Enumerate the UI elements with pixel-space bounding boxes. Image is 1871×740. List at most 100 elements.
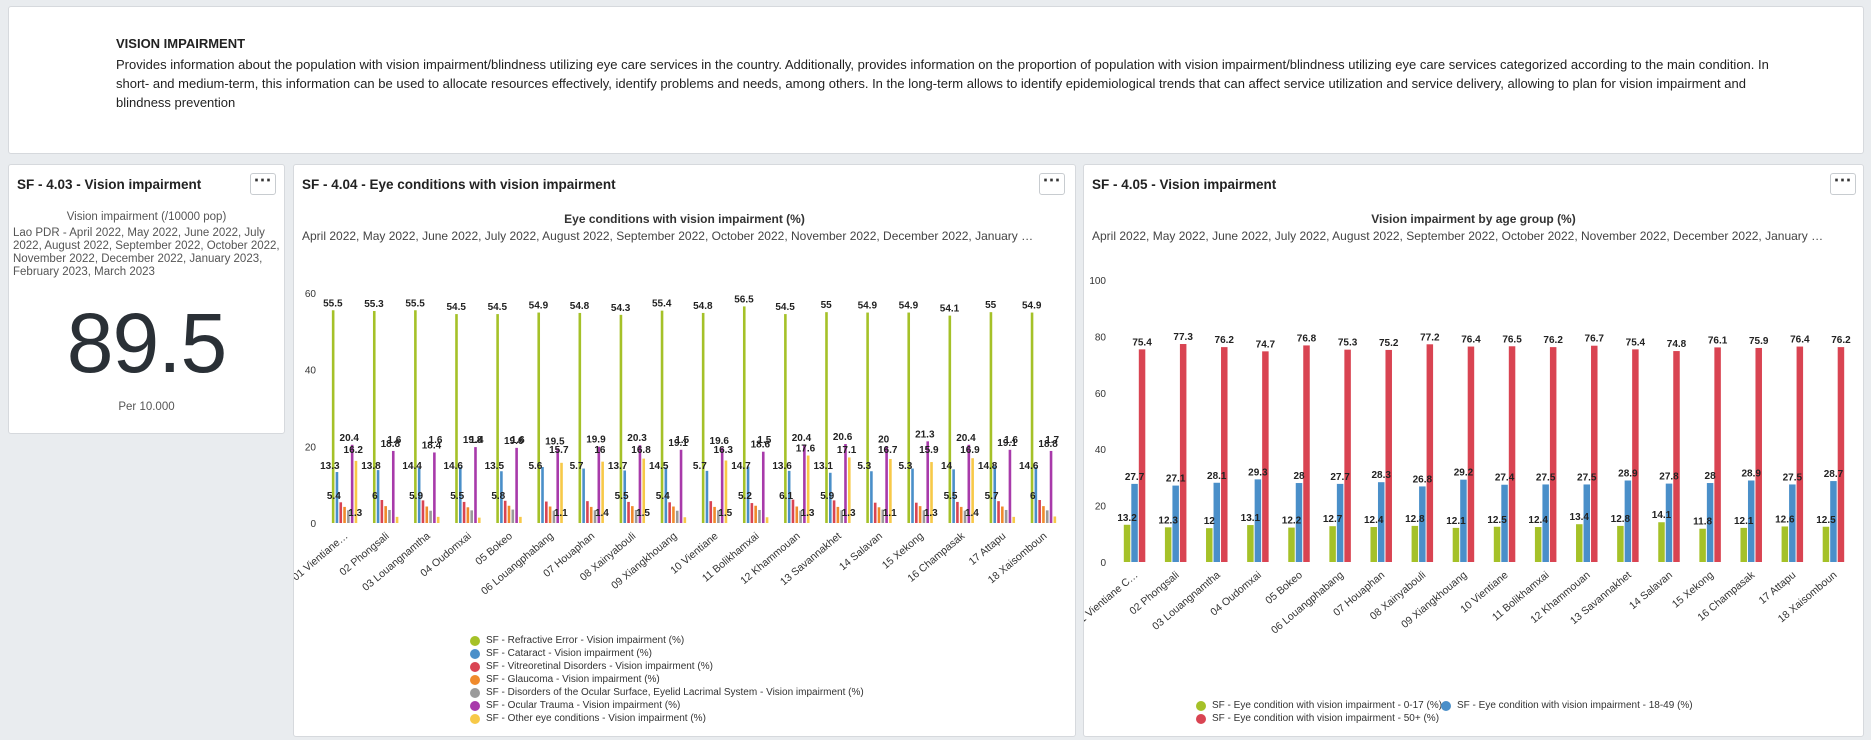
bar <box>971 458 974 523</box>
info-title: VISION IMPAIRMENT <box>116 36 246 51</box>
legend-item[interactable]: SF - Disorders of the Ocular Surface, Ey… <box>470 686 864 699</box>
data-label: 14.4 <box>402 461 422 472</box>
bar <box>866 312 869 523</box>
bar <box>701 312 705 523</box>
data-label: 28.3 <box>1371 470 1391 481</box>
data-label: 12.5 <box>1487 515 1507 526</box>
data-label: 27.5 <box>1536 472 1556 483</box>
data-label: 77.3 <box>1173 332 1193 343</box>
bar <box>1221 347 1228 562</box>
data-label: 55 <box>821 300 833 311</box>
data-label: 76.2 <box>1543 335 1563 346</box>
data-label: 1.5 <box>675 435 689 446</box>
bar <box>503 500 507 523</box>
chart-subtitle: April 2022, May 2022, June 2022, July 20… <box>302 229 1034 243</box>
bar <box>1467 346 1475 562</box>
bar <box>922 510 926 523</box>
data-label: 5.2 <box>738 491 752 502</box>
data-label: 6 <box>372 491 378 502</box>
bar <box>784 314 787 523</box>
panel-title: SF - 4.05 - Vision impairment <box>1092 177 1277 192</box>
data-label: 12.8 <box>1611 514 1631 525</box>
bar <box>1460 479 1467 562</box>
data-label: 27.7 <box>1330 472 1350 483</box>
legend-item[interactable]: SF - Vitreoretinal Disorders - Vision im… <box>470 660 864 673</box>
y-tick-label: 60 <box>1095 389 1107 400</box>
bar <box>989 312 993 523</box>
y-tick-label: 100 <box>1089 276 1106 287</box>
data-label: 18.4 <box>422 440 442 451</box>
data-label: 54.1 <box>940 304 960 315</box>
bar <box>589 506 593 523</box>
data-label: 76.7 <box>1585 334 1605 345</box>
x-tick-label: 03 Louangnamtha <box>360 530 433 594</box>
legend-swatch <box>470 661 480 672</box>
data-label: 1.4 <box>965 508 979 519</box>
data-label: 17.6 <box>796 444 816 455</box>
data-label: 1.6 <box>511 435 525 446</box>
data-label: 75.9 <box>1749 336 1769 347</box>
data-label: 76.4 <box>1790 335 1810 346</box>
legend-item[interactable]: SF - Refractive Error - Vision impairmen… <box>470 634 864 647</box>
data-label: 5.4 <box>656 491 670 502</box>
bar <box>1370 527 1377 562</box>
age-group-chart: 0 20 40 60 80 100 01 Vientiane C… 13.2 27.7 75.4 0… <box>1084 276 1851 636</box>
data-label: 28 <box>1705 471 1717 482</box>
bar <box>1254 479 1262 562</box>
bar <box>1038 500 1041 523</box>
legend-swatch <box>470 700 480 711</box>
bar <box>930 462 933 523</box>
more-options-button[interactable]: ⋯ <box>1039 171 1065 195</box>
bar <box>709 501 713 523</box>
more-options-button[interactable]: ⋯ <box>250 171 276 195</box>
bar <box>799 510 802 523</box>
bar <box>803 444 806 523</box>
data-label: 18.6 <box>751 440 771 451</box>
bar <box>619 314 623 523</box>
age-group-chart-card: SF - 4.05 - Vision impairment ⋯ Vision i… <box>1083 164 1864 737</box>
legend-label: SF - Eye condition with vision impairmen… <box>1212 713 1440 724</box>
bar <box>515 447 518 523</box>
bar <box>335 472 339 523</box>
legend-item[interactable]: SF - Cataract - Vision impairment (%) <box>470 647 864 660</box>
data-label: 16.2 <box>344 445 364 456</box>
bar <box>997 501 1000 523</box>
bar <box>496 314 499 523</box>
bar <box>1714 347 1721 562</box>
bar <box>1172 485 1179 562</box>
data-label: 12.6 <box>1775 514 1795 525</box>
y-tick-label: 60 <box>305 289 317 300</box>
legend-item[interactable]: SF - Eye condition with vision impairmen… <box>1196 712 1441 725</box>
data-label: 5.7 <box>985 491 999 502</box>
data-label: 19.1 <box>668 438 688 449</box>
data-label: 54.9 <box>529 301 549 312</box>
data-label: 28.9 <box>1618 469 1638 480</box>
data-label: 19.5 <box>545 436 565 447</box>
data-label: 27.7 <box>1125 472 1145 483</box>
bar <box>915 502 918 523</box>
legend-item[interactable]: SF - Eye condition with vision impairmen… <box>1196 699 1442 712</box>
kpi-unit: Per 10.000 <box>118 401 175 413</box>
bar <box>761 451 765 523</box>
x-tick-label: 06 Louangphabang <box>1269 569 1346 636</box>
legend-item[interactable]: SF - Other eye conditions - Vision impai… <box>470 712 864 725</box>
bar <box>844 444 847 523</box>
bar <box>1042 506 1045 523</box>
data-label: 16.7 <box>878 445 898 456</box>
bar <box>548 506 552 523</box>
legend-item[interactable]: SF - Eye condition with vision impairmen… <box>1441 699 1741 712</box>
data-label: 1.3 <box>842 508 856 519</box>
more-options-button[interactable]: ⋯ <box>1830 171 1856 195</box>
data-label: 12.2 <box>1282 516 1302 527</box>
bar <box>1426 344 1434 562</box>
legend-item[interactable]: SF - Ocular Trauma - Vision impairment (… <box>470 699 864 712</box>
data-label: 5.9 <box>409 491 423 502</box>
bar <box>462 501 466 523</box>
bar <box>1501 484 1508 562</box>
data-label: 76.8 <box>1297 333 1317 344</box>
legend-item[interactable]: SF - Glaucoma - Vision impairment (%) <box>470 673 864 686</box>
data-label: 14.7 <box>731 461 751 472</box>
data-label: 5.5 <box>615 491 629 502</box>
bar <box>395 516 399 523</box>
